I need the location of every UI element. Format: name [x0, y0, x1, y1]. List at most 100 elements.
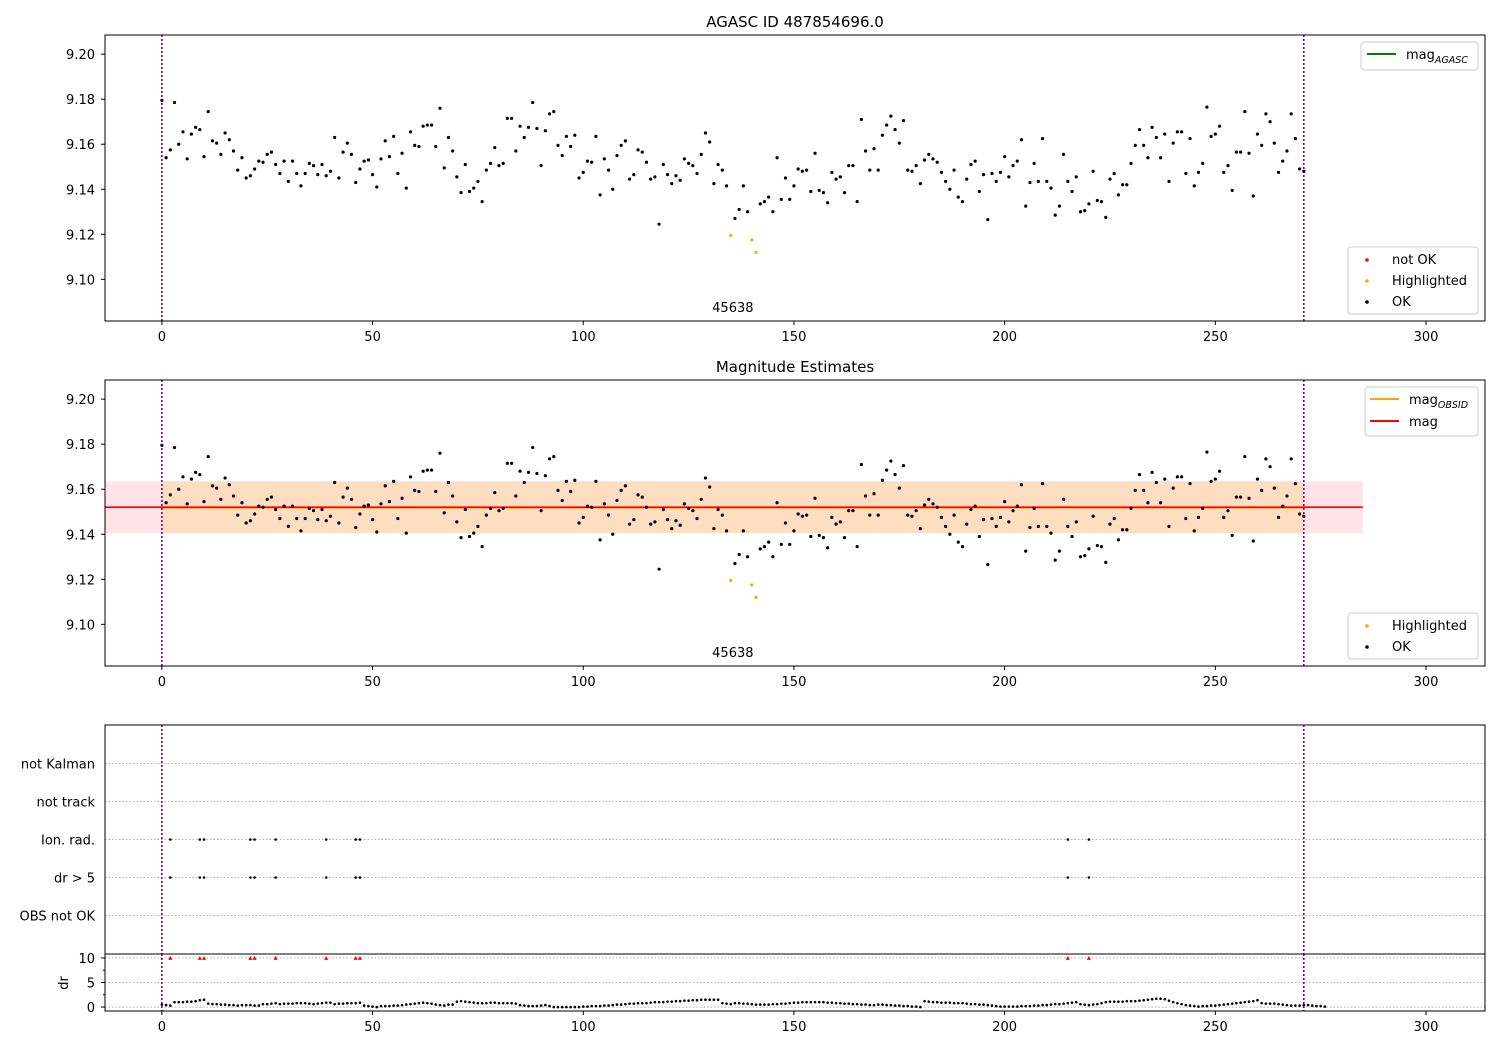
dr-point [1070, 1001, 1074, 1004]
dr-point [897, 1004, 901, 1007]
ok-point [1251, 194, 1255, 198]
ok-point [678, 178, 682, 182]
flag-point [202, 838, 206, 841]
x-tick-label: 200 [992, 1020, 1017, 1035]
ok-point [1108, 177, 1112, 181]
dr-point [219, 1003, 223, 1006]
flag-point [198, 838, 202, 841]
ok-point [320, 507, 324, 512]
dr-point [624, 1002, 627, 1006]
dr-point [796, 1001, 800, 1004]
ok-point [687, 506, 691, 510]
ok-point [1028, 525, 1032, 530]
ok-point [973, 159, 977, 163]
ok-point [733, 216, 737, 221]
ok-point [1062, 152, 1066, 156]
ok-point [1154, 480, 1158, 485]
ok-point [678, 523, 682, 527]
ok-point [206, 109, 210, 114]
ok-point [1104, 560, 1108, 565]
ok-point [1019, 138, 1024, 142]
ok-point [1247, 496, 1251, 500]
dr-point [914, 1005, 918, 1008]
ok-point [510, 461, 514, 465]
ok-point [670, 527, 674, 531]
agasc-legend-not-ok-label: not OK [1392, 253, 1437, 268]
ok-point [813, 496, 817, 500]
ok-point [476, 179, 480, 183]
highlighted-point [729, 233, 733, 238]
ok-point [1268, 120, 1272, 124]
ok-point [682, 502, 686, 506]
dr-point [223, 1003, 227, 1006]
ok-point [172, 445, 177, 450]
ok-point [590, 505, 594, 509]
flag-point [354, 838, 358, 841]
dr-point [1032, 1004, 1036, 1007]
ok-point [396, 171, 400, 176]
dr-point [164, 1003, 168, 1007]
ok-point [328, 169, 333, 173]
ok-point [969, 507, 973, 512]
ok-point [804, 513, 809, 517]
dr-point [240, 1003, 244, 1007]
ok-point [838, 520, 842, 524]
ok-point [910, 169, 914, 173]
ok-point [493, 490, 497, 495]
flag-point [324, 838, 328, 841]
x-tick-label: 0 [158, 675, 166, 690]
ok-point [918, 182, 922, 186]
dr-point [362, 1004, 366, 1007]
ok-point [265, 497, 269, 501]
y-tick-label: 9.12 [66, 228, 95, 243]
ok-point [1070, 189, 1074, 194]
x-tick-label: 100 [571, 675, 596, 690]
ok-point [1133, 488, 1137, 492]
ok-point [1281, 159, 1285, 163]
dr-point [742, 1002, 745, 1005]
ok-point [526, 125, 531, 129]
ok-point [1003, 500, 1007, 504]
ok-point [337, 521, 341, 525]
ok-point [535, 126, 539, 131]
ok-point [741, 529, 745, 533]
ok-point [914, 509, 918, 513]
dr-point [1294, 1004, 1297, 1007]
ok-point [459, 536, 463, 540]
flag-point [274, 876, 277, 879]
ok-point [1036, 524, 1040, 528]
ok-point [1019, 483, 1024, 487]
ok-point [691, 164, 695, 168]
ok-point [261, 160, 265, 164]
dr-point [843, 1002, 846, 1005]
x-tick-label: 150 [782, 675, 807, 690]
flag-row-label: not Kalman [21, 758, 95, 773]
dr-point [1209, 1004, 1213, 1007]
ok-point [855, 200, 859, 204]
ok-point [893, 472, 897, 477]
ok-point [1137, 127, 1142, 132]
ok-point [1302, 514, 1306, 518]
dr-point [1045, 1003, 1049, 1007]
ok-point [817, 533, 821, 537]
ok-point [931, 157, 935, 161]
ok-point [720, 513, 724, 517]
dr-point [1117, 1000, 1120, 1003]
dr-point [619, 1003, 623, 1006]
ok-point [800, 169, 804, 173]
ok-point [615, 153, 619, 158]
dr-point [160, 1003, 164, 1006]
ok-point [965, 522, 969, 526]
ok-point [716, 162, 720, 167]
ok-point [531, 100, 535, 105]
dr-point [1197, 1005, 1200, 1008]
ok-point [1293, 481, 1297, 486]
dr-point [978, 1003, 981, 1006]
mag-legend-bottom: Highlighted OK [1347, 612, 1479, 660]
ok-point [396, 516, 400, 521]
ok-point [375, 185, 379, 189]
ok-point [164, 501, 168, 505]
dr-point [274, 1001, 277, 1005]
ok-point [581, 170, 585, 174]
ok-point [1053, 213, 1057, 217]
